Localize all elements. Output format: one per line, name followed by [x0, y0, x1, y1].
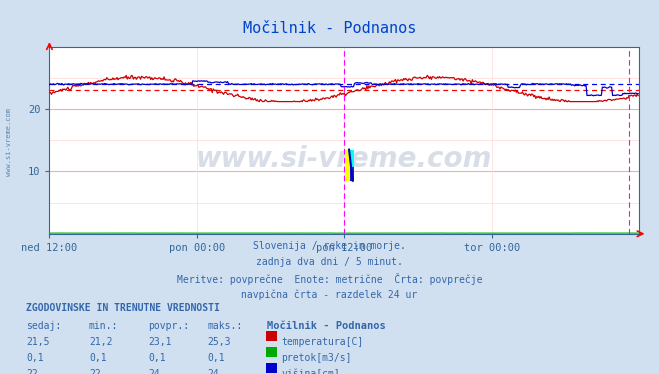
Text: povpr.:: povpr.: [148, 321, 189, 331]
Text: pretok[m3/s]: pretok[m3/s] [281, 353, 352, 363]
Text: 22: 22 [26, 369, 38, 374]
Text: 0,1: 0,1 [89, 353, 107, 363]
Text: 21,2: 21,2 [89, 337, 113, 347]
Text: Močilnik - Podnanos: Močilnik - Podnanos [267, 321, 386, 331]
Text: 24: 24 [148, 369, 160, 374]
Text: višina[cm]: višina[cm] [281, 369, 340, 374]
Bar [350, 167, 353, 181]
Text: 0,1: 0,1 [208, 353, 225, 363]
Text: sedaj:: sedaj: [26, 321, 61, 331]
Text: 24: 24 [208, 369, 219, 374]
Text: www.si-vreme.com: www.si-vreme.com [196, 145, 492, 173]
Text: ZGODOVINSKE IN TRENUTNE VREDNOSTI: ZGODOVINSKE IN TRENUTNE VREDNOSTI [26, 303, 220, 313]
Text: 22: 22 [89, 369, 101, 374]
Text: min.:: min.: [89, 321, 119, 331]
Text: zadnja dva dni / 5 minut.: zadnja dva dni / 5 minut. [256, 257, 403, 267]
Text: temperatura[C]: temperatura[C] [281, 337, 364, 347]
Bar [345, 150, 350, 181]
Text: Močilnik - Podnanos: Močilnik - Podnanos [243, 21, 416, 36]
Text: maks.:: maks.: [208, 321, 243, 331]
Text: 21,5: 21,5 [26, 337, 50, 347]
Text: 25,3: 25,3 [208, 337, 231, 347]
Text: navpična črta - razdelek 24 ur: navpična črta - razdelek 24 ur [241, 289, 418, 300]
Text: Meritve: povprečne  Enote: metrične  Črta: povprečje: Meritve: povprečne Enote: metrične Črta:… [177, 273, 482, 285]
Text: 0,1: 0,1 [148, 353, 166, 363]
Text: 0,1: 0,1 [26, 353, 44, 363]
Text: 23,1: 23,1 [148, 337, 172, 347]
Text: www.si-vreme.com: www.si-vreme.com [5, 108, 12, 176]
Text: Slovenija / reke in morje.: Slovenija / reke in morje. [253, 241, 406, 251]
Bar [350, 150, 353, 167]
